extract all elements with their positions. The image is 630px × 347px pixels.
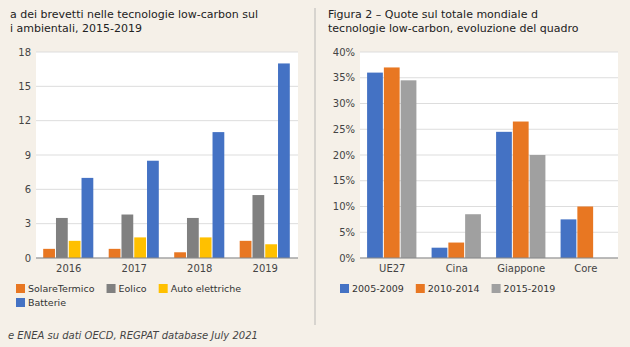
- legend: 2005-2009 2010-2014 2015-2019: [340, 283, 555, 294]
- y-tick-label: 3: [25, 218, 31, 229]
- legend-item: 2015-2019: [492, 283, 556, 294]
- legend-item: Batterie: [16, 297, 66, 308]
- y-tick-label: 30%: [333, 98, 355, 109]
- legend-swatch: [16, 298, 25, 307]
- bar: [252, 195, 264, 258]
- bar: [465, 214, 481, 258]
- y-tick-label: 5%: [339, 227, 355, 238]
- grid-line: [36, 155, 298, 156]
- x-tick-label: UE27: [379, 263, 405, 274]
- x-tick-label: Cina: [446, 263, 468, 274]
- x-tick-label: 2019: [253, 263, 278, 274]
- background: [0, 0, 630, 347]
- x-tick-label: Core: [574, 263, 597, 274]
- bar: [577, 207, 593, 259]
- x-tick-label: 2018: [187, 263, 212, 274]
- plot-background: [360, 52, 618, 258]
- y-tick-label: 15%: [333, 175, 355, 186]
- bar: [496, 132, 512, 258]
- title: Figura 2 – Quote sul totale mondiale dte…: [328, 8, 579, 35]
- bar: [121, 215, 133, 258]
- chart-root: a dei brevetti nelle tecnologie low-carb…: [0, 0, 630, 347]
- y-tick-label: 25%: [333, 124, 355, 135]
- legend-swatch: [340, 284, 349, 293]
- chart-panel: a dei brevetti nelle tecnologie low-carb…: [10, 8, 298, 308]
- bar: [134, 237, 146, 258]
- x-axis-line: [36, 258, 298, 259]
- legend-label: SolareTermico: [28, 283, 95, 294]
- divider: [315, 8, 316, 325]
- legend-swatch: [492, 284, 501, 293]
- bar: [174, 252, 186, 258]
- y-tick-label: 9: [25, 150, 31, 161]
- bar: [265, 244, 277, 258]
- grid-line: [36, 258, 298, 259]
- grid-line: [36, 120, 298, 121]
- y-tick-label: 18: [18, 47, 31, 58]
- legend: SolareTermico Eolico Auto elettriche Batter…: [16, 283, 241, 308]
- bar: [384, 67, 400, 258]
- chart-panel: Figura 2 – Quote sul totale mondiale dte…: [328, 8, 618, 294]
- bar: [213, 132, 225, 258]
- bar: [200, 237, 212, 258]
- bar: [561, 219, 577, 258]
- legend-label: 2015-2019: [504, 283, 556, 294]
- y-tick-label: 0: [25, 253, 31, 264]
- plot-background: [36, 52, 298, 258]
- bar: [43, 249, 55, 258]
- legend-swatch: [16, 284, 25, 293]
- bar: [401, 80, 417, 258]
- bar: [367, 73, 383, 258]
- bar: [109, 249, 121, 258]
- bar: [278, 63, 290, 258]
- bar: [147, 161, 159, 258]
- legend-swatch: [107, 284, 116, 293]
- x-tick-label: 2016: [56, 263, 81, 274]
- legend-swatch: [416, 284, 425, 293]
- legend-item: Auto elettriche: [159, 283, 242, 294]
- bars: [367, 67, 593, 258]
- bar: [513, 122, 529, 258]
- x-tick-label: 2017: [122, 263, 147, 274]
- grid-line: [36, 52, 298, 53]
- bar: [448, 243, 464, 258]
- legend-label: Auto elettriche: [171, 283, 242, 294]
- bar: [82, 178, 94, 258]
- bars: [43, 63, 290, 258]
- y-tick-label: 20%: [333, 150, 355, 161]
- y-tick-label: 6: [25, 184, 31, 195]
- x-tick-label: Giappone: [497, 263, 545, 274]
- y-tick-label: 10%: [333, 201, 355, 212]
- legend-item: 2005-2009: [340, 283, 404, 294]
- legend-label: 2005-2009: [352, 283, 404, 294]
- y-tick-label: 0%: [339, 253, 355, 264]
- legend-label: Batterie: [28, 297, 66, 308]
- y-tick-label: 12: [18, 115, 31, 126]
- y-tick-label: 15: [18, 81, 31, 92]
- legend-label: 2010-2014: [428, 283, 480, 294]
- legend-item: Eolico: [107, 283, 147, 294]
- y-tick-label: 40%: [333, 47, 355, 58]
- x-axis-line: [360, 258, 618, 259]
- bar: [56, 218, 68, 258]
- bar: [530, 155, 546, 258]
- grid-line: [360, 52, 618, 53]
- bar: [432, 248, 448, 258]
- bar: [187, 218, 199, 258]
- footer: e ENEA su dati OECD, REGPAT database Jul…: [8, 330, 258, 341]
- grid-line: [360, 258, 618, 259]
- legend-item: SolareTermico: [16, 283, 95, 294]
- y-tick-label: 35%: [333, 72, 355, 83]
- legend-item: 2010-2014: [416, 283, 480, 294]
- legend-swatch: [159, 284, 168, 293]
- bar: [69, 241, 81, 258]
- bar: [240, 241, 252, 258]
- legend-label: Eolico: [119, 283, 147, 294]
- grid-line: [36, 86, 298, 87]
- title: a dei brevetti nelle tecnologie low-carb…: [10, 8, 258, 35]
- grid-line: [36, 189, 298, 190]
